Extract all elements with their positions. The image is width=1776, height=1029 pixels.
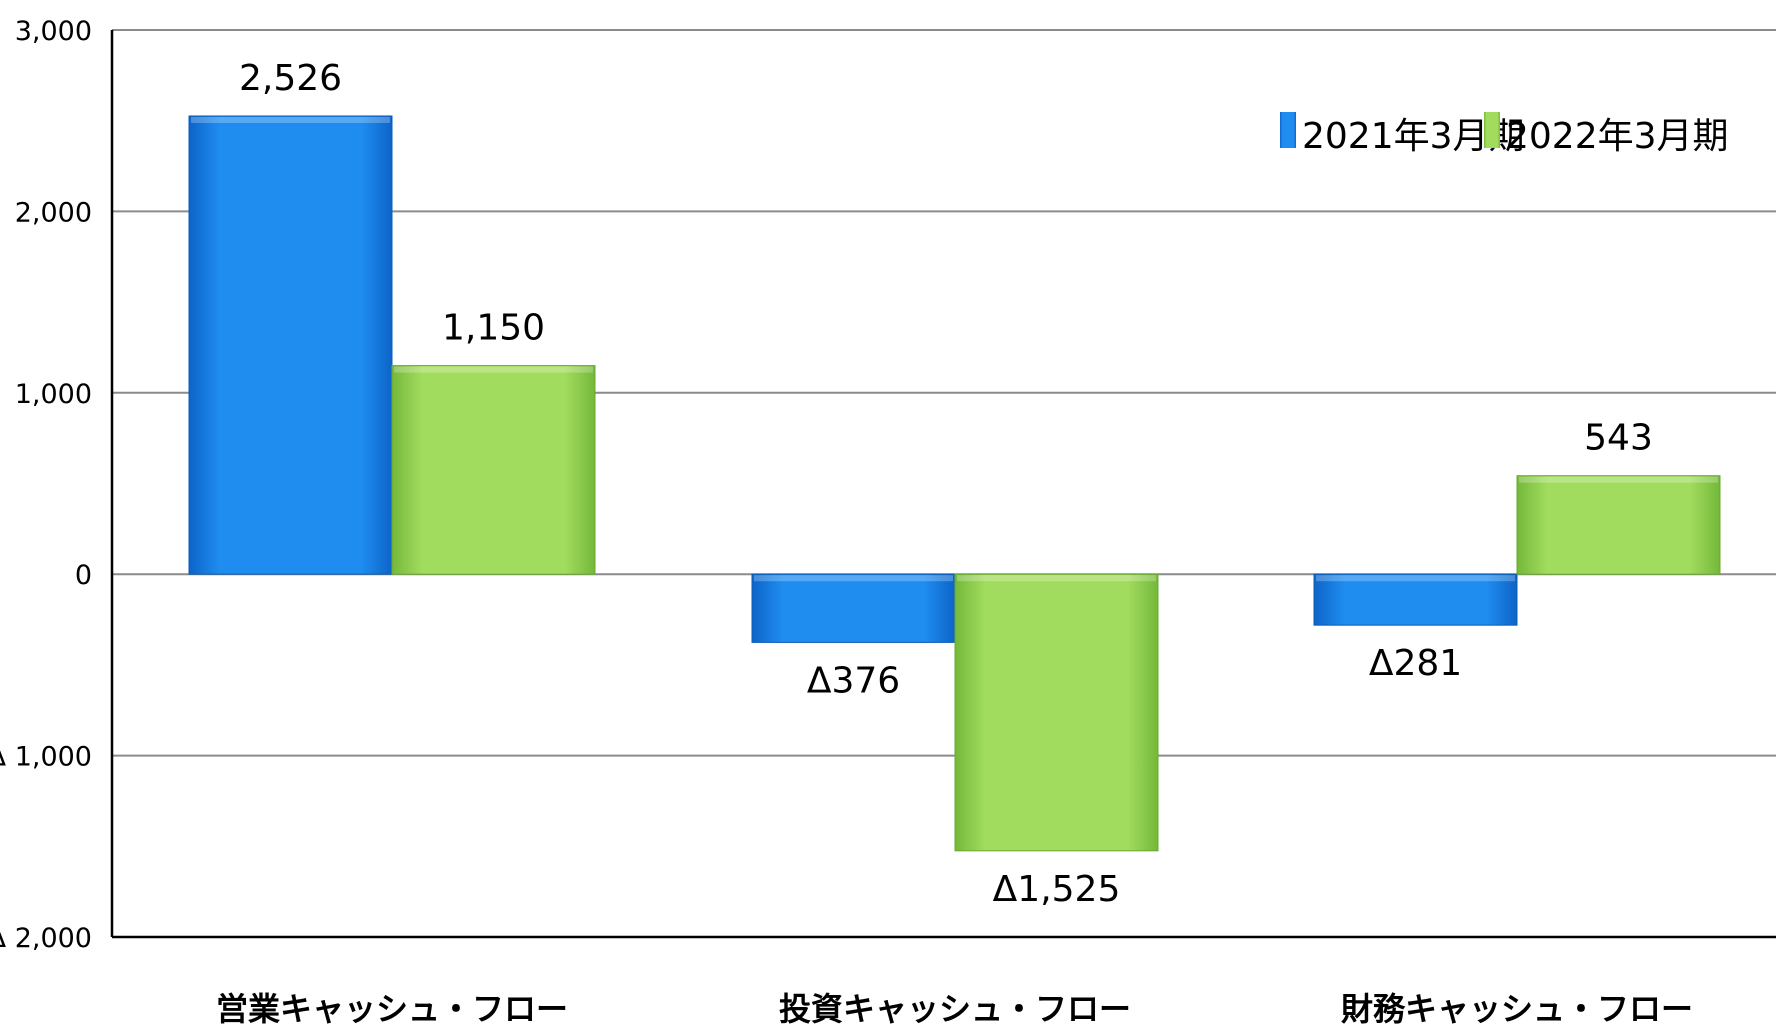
data-labels: 2,526 1,150 Δ376 Δ1,525 Δ281 543 [239,58,1653,910]
bar-highlight [191,116,390,123]
data-label: Δ1,525 [993,869,1121,910]
x-category-label: 投資キャッシュ・フロー [779,990,1131,1028]
bar-highlight [1316,575,1515,582]
data-label: 1,150 [442,308,545,349]
data-label: 543 [1584,418,1653,459]
y-tick-label: 3,000 [15,16,92,47]
bar [391,365,596,575]
bar-highlight [394,366,593,373]
bar [1516,475,1721,575]
x-category-label: 営業キャッシュ・フロー [216,990,568,1028]
x-category-label: 財務キャッシュ・フロー [1341,990,1693,1028]
legend-label: 2022年3月期 [1506,116,1729,157]
bar-highlight [957,575,1156,582]
y-tick-label: 1,000 [15,379,92,410]
data-label: Δ376 [807,660,900,701]
axes: 3,000 2,000 1,000 0 Δ 1,000 Δ 2,000 営業キャッシュ・フロ… [0,16,1776,1028]
legend-swatch [1280,112,1296,148]
data-label: 2,526 [239,58,342,99]
y-tick-label: 0 [75,560,92,591]
bar [1313,573,1518,626]
legend-swatch [1484,112,1500,148]
bar [751,573,956,643]
bar [188,115,393,575]
bar [954,573,1159,852]
bars [188,115,1721,852]
y-tick-label: Δ 1,000 [0,742,92,773]
bar-highlight [754,575,953,582]
bar-highlight [1519,476,1718,483]
y-tick-label: Δ 2,000 [0,923,92,954]
y-tick-label: 2,000 [15,197,92,228]
data-label: Δ281 [1369,643,1462,684]
